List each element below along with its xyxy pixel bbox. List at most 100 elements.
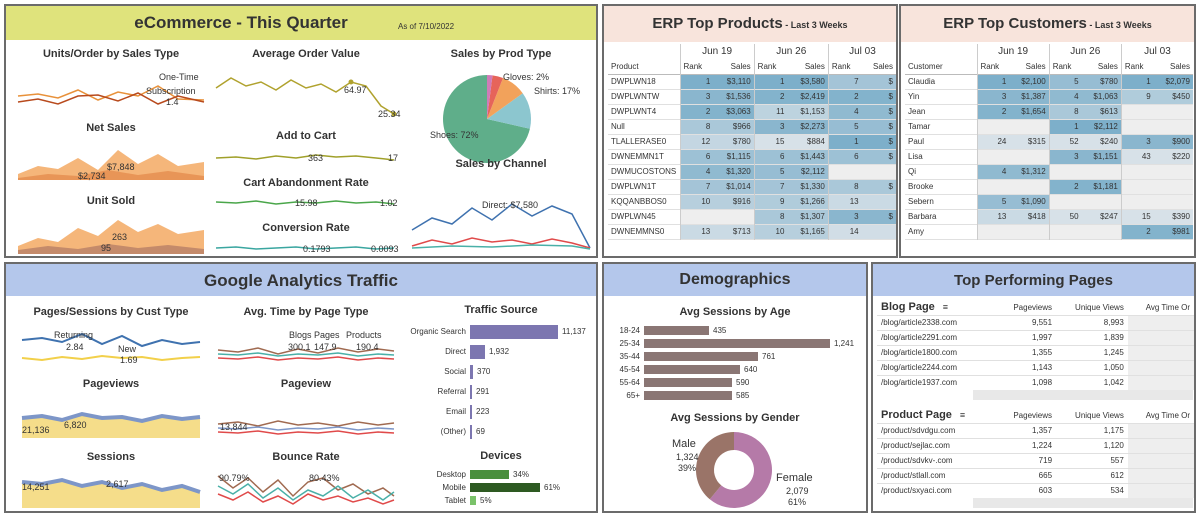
row-name: Qi bbox=[908, 167, 916, 176]
table-row[interactable]: /product/sdvkv-.com 719 557 bbox=[877, 453, 1194, 468]
rank-cell bbox=[1120, 194, 1154, 209]
sales-cell: $3,063 bbox=[713, 104, 755, 119]
sales-cell bbox=[1081, 164, 1122, 179]
table-row: Paul 24 $315 52 $240 3 $900 bbox=[905, 134, 1193, 149]
sales-cell: $1,320 bbox=[713, 164, 755, 179]
product-scrollbar[interactable] bbox=[973, 498, 1193, 508]
table-row[interactable]: /product/sejlac.com 1,224 1,120 bbox=[877, 438, 1194, 453]
pageviews-cell: 1,357 bbox=[1032, 426, 1053, 435]
avg-time-value-1: 300.1 bbox=[288, 342, 311, 352]
rank-cell: 3 bbox=[827, 209, 862, 224]
table-row[interactable]: /blog/article2338.com 9,551 8,993 bbox=[877, 315, 1194, 330]
erp-products-subtitle: - Last 3 Weeks bbox=[782, 20, 848, 30]
row-name: DWPLWN1T bbox=[611, 182, 657, 191]
rank-header: Rank bbox=[679, 59, 714, 74]
prod-type-gloves: Gloves: 2% bbox=[503, 72, 550, 82]
erp-customers-header bbox=[901, 6, 1194, 42]
bar-value: 5% bbox=[480, 496, 492, 505]
rank-cell bbox=[1120, 119, 1154, 134]
rank-cell: 2 bbox=[827, 89, 862, 104]
avg-time-title: Avg. Time by Page Type bbox=[243, 306, 369, 318]
avg-time-value-2: 147.9 bbox=[314, 342, 337, 352]
gender-title: Avg Sessions by Gender bbox=[670, 412, 800, 424]
rank-cell: 52 bbox=[1048, 134, 1082, 149]
pageviews-cell: 1,143 bbox=[1032, 363, 1053, 372]
bar-label: 18-24 bbox=[619, 326, 640, 335]
bounce-title: Bounce Rate bbox=[272, 451, 340, 463]
bar bbox=[470, 385, 472, 399]
bar bbox=[470, 496, 476, 505]
erp-products-header bbox=[604, 6, 896, 42]
rank-cell: 1 bbox=[827, 134, 862, 149]
sales-cell bbox=[1009, 149, 1050, 164]
rank-cell: 1 bbox=[976, 74, 1010, 89]
rank-cell: 7 bbox=[827, 74, 862, 89]
bar bbox=[470, 425, 472, 439]
bar-row: Organic Search 11,137 bbox=[404, 322, 594, 342]
header-row: Product Page ≡ Pageviews Unique Views Avg Ti… bbox=[877, 408, 1194, 423]
rank-cell: 10 bbox=[679, 194, 714, 209]
sales-cell: $ bbox=[861, 89, 896, 104]
table-row: Amy 2 $981 bbox=[905, 224, 1193, 239]
table-row[interactable]: /product/sxyaci.com 603 534 bbox=[877, 483, 1194, 498]
bar-value: 1,932 bbox=[489, 347, 510, 356]
sales-cell: $1,151 bbox=[1081, 149, 1122, 164]
sales-cell: $240 bbox=[1081, 134, 1122, 149]
page-path: /blog/article1800.com bbox=[881, 348, 958, 357]
table-row[interactable]: /product/sdvdgu.com 1,357 1,175 bbox=[877, 423, 1194, 438]
rank-cell: 8 bbox=[679, 119, 714, 134]
bar-value: 640 bbox=[744, 365, 758, 374]
units-order-title: Units/Order by Sales Type bbox=[42, 48, 180, 60]
corner-cell bbox=[905, 44, 977, 59]
page-path: /blog/article2291.com bbox=[881, 333, 958, 342]
blog-scrollbar[interactable] bbox=[973, 390, 1193, 400]
sales-cell: $390 bbox=[1153, 209, 1193, 224]
net-sales-value-2: $2,734 bbox=[78, 171, 106, 181]
row-name: Sebern bbox=[908, 197, 934, 206]
sales-cell: $1,115 bbox=[713, 149, 755, 164]
as-of-date: As of 7/10/2022 bbox=[398, 22, 455, 31]
column-header: Avg Time Or bbox=[1145, 410, 1190, 420]
sessions-value-2: 2,617 bbox=[106, 479, 129, 489]
avg-time-products: Products bbox=[346, 330, 382, 340]
unit-sold-chart bbox=[18, 220, 204, 254]
rank-cell: 15 bbox=[753, 134, 788, 149]
pageviews-cell: 719 bbox=[1038, 456, 1053, 465]
table-row[interactable]: /blog/article1800.com 1,355 1,245 bbox=[877, 345, 1194, 360]
rank-cell: 6 bbox=[827, 149, 862, 164]
rank-cell: 12 bbox=[679, 134, 714, 149]
pageviews-chart bbox=[21, 411, 201, 438]
top-pages-title: Top Performing Pages bbox=[954, 272, 1113, 289]
page-path: /product/sdvdgu.com bbox=[881, 426, 956, 435]
avg-time-cell bbox=[1127, 315, 1194, 330]
table-row[interactable]: /blog/article2291.com 1,997 1,839 bbox=[877, 330, 1194, 345]
rank-cell: 2 bbox=[976, 104, 1010, 119]
sales-header: Sales bbox=[872, 61, 893, 71]
rank-header: Rank bbox=[753, 59, 788, 74]
bar-label: (Other) bbox=[440, 427, 466, 436]
cart-abandon-title: Cart Abandonment Rate bbox=[243, 177, 369, 189]
row-name: DWNEMMNS0 bbox=[611, 227, 665, 236]
table-row: DWPLWN18 1 $3,110 1 $3,580 7 $ bbox=[608, 74, 896, 89]
table-row[interactable]: /blog/article2244.com 1,143 1,050 bbox=[877, 360, 1194, 375]
pages-sessions-title: Pages/Sessions by Cust Type bbox=[33, 306, 189, 318]
unique-views-cell: 557 bbox=[1110, 456, 1124, 465]
sales-cell: $ bbox=[861, 119, 896, 134]
section-title: Blog Page ≡ bbox=[877, 300, 997, 315]
row-name: Jean bbox=[908, 107, 926, 116]
unique-views-cell: 534 bbox=[1110, 486, 1124, 496]
table-row: DWPLWNT4 2 $3,063 11 $1,153 4 $ bbox=[608, 104, 896, 119]
pageviews-cell: 9,551 bbox=[1032, 318, 1053, 327]
rank-cell: 10 bbox=[753, 224, 788, 239]
bar bbox=[644, 365, 740, 374]
avg-time-cell bbox=[1127, 468, 1194, 483]
sort-icon[interactable]: ≡ bbox=[942, 302, 949, 313]
rank-cell bbox=[976, 149, 1010, 164]
rank-cell: 1 bbox=[1048, 119, 1082, 134]
table-row[interactable]: /blog/article1937.com 1,098 1,042 bbox=[877, 375, 1194, 390]
sort-icon[interactable]: ≡ bbox=[959, 410, 966, 421]
cart-abandon-value-1: 15.98 bbox=[295, 198, 318, 208]
table-row[interactable]: /product/stlall.com 665 612 bbox=[877, 468, 1194, 483]
bar-value: 585 bbox=[736, 391, 750, 400]
rank-cell: 5 bbox=[1048, 74, 1082, 89]
